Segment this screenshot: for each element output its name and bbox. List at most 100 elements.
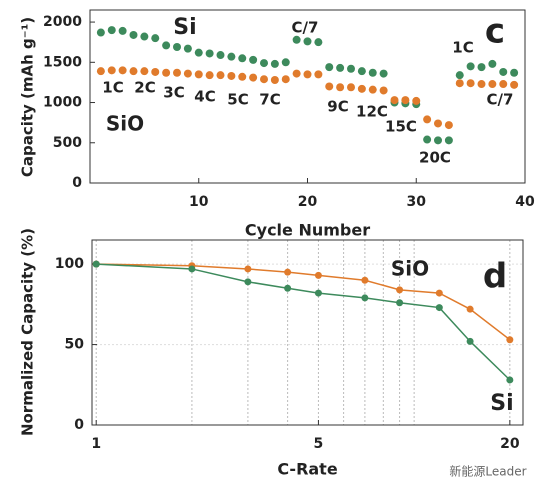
data-point [357, 67, 366, 76]
annotation: C/7 [292, 19, 319, 37]
y-tick-label: 50 [65, 337, 85, 353]
data-point [444, 136, 453, 145]
y-tick-label: 2000 [43, 14, 82, 30]
data-point [357, 84, 366, 93]
data-point [270, 59, 279, 68]
data-point [140, 67, 149, 76]
data-point [325, 82, 334, 91]
data-point [151, 34, 160, 43]
data-point [466, 337, 474, 345]
annotation: Si [490, 391, 513, 416]
y-axis-label: Capacity (mAh g⁻¹) [19, 17, 37, 177]
annotation: 12C [356, 103, 388, 121]
data-point [118, 66, 127, 75]
x-axis-label: Cycle Number [245, 221, 370, 240]
data-point [361, 276, 369, 284]
data-point [238, 72, 247, 81]
data-point [466, 305, 474, 313]
x-axis-label: C-Rate [277, 460, 338, 479]
data-point [162, 68, 171, 77]
annotation: 15C [385, 118, 417, 136]
data-point [129, 67, 138, 76]
data-point [314, 271, 322, 279]
data-point [396, 299, 404, 307]
data-point [303, 70, 312, 79]
data-point [488, 59, 497, 68]
data-point [325, 63, 334, 72]
data-point [162, 41, 171, 50]
x-tick-label: 5 [314, 436, 324, 452]
data-point [284, 268, 292, 276]
data-point [205, 49, 214, 58]
annotation: SiO [391, 257, 429, 281]
data-point [435, 304, 443, 312]
data-point [510, 68, 519, 77]
data-point [238, 54, 247, 63]
data-point [107, 66, 116, 75]
data-point [151, 67, 160, 76]
annotation: 1C [452, 39, 473, 57]
data-point [477, 80, 486, 89]
data-point [260, 59, 268, 68]
data-point [435, 289, 443, 297]
annotation: c [485, 12, 505, 52]
data-point [281, 75, 290, 84]
x-tick-label: 40 [515, 194, 535, 210]
data-point [499, 67, 508, 76]
y-tick-label: 100 [55, 256, 84, 272]
data-point [173, 68, 181, 77]
data-point [499, 80, 508, 89]
data-point [510, 80, 519, 89]
data-point [183, 69, 192, 78]
data-point [96, 28, 105, 37]
data-point [129, 30, 138, 39]
data-point [444, 121, 453, 130]
data-point [188, 265, 196, 273]
annotation: Si [173, 15, 196, 40]
series-line [96, 263, 511, 381]
data-point [423, 115, 432, 124]
data-point [423, 135, 432, 144]
annotation: C/7 [487, 91, 514, 109]
data-point [336, 83, 345, 92]
data-point [118, 26, 127, 35]
data-point [336, 63, 345, 72]
plot-frame [91, 239, 524, 426]
y-tick-label: 0 [74, 417, 84, 433]
data-point [227, 71, 236, 80]
data-point [488, 80, 497, 89]
data-point [412, 96, 421, 105]
x-tick-label: 10 [189, 194, 209, 210]
annotation: 1C [102, 79, 123, 97]
y-axis-label: Normalized Capacity (%) [19, 228, 37, 436]
data-point [216, 71, 225, 80]
data-point [434, 136, 442, 145]
data-point [314, 70, 323, 79]
y-tick-label: 1500 [43, 54, 82, 70]
watermark: 新能源Leader [449, 464, 526, 479]
x-tick-label: 1 [91, 436, 101, 452]
data-point [194, 70, 203, 79]
data-point [314, 289, 322, 297]
data-point [401, 96, 410, 105]
data-point [140, 32, 149, 41]
data-point [249, 55, 258, 64]
y-tick-label: 0 [72, 175, 82, 191]
data-point [368, 85, 377, 94]
annotation: 2C [134, 79, 155, 97]
data-point [434, 119, 442, 128]
annotation: SiO [106, 112, 144, 136]
data-point [506, 376, 514, 384]
data-point [270, 76, 279, 85]
data-point [477, 63, 486, 72]
annotation: 4C [194, 88, 215, 106]
annotation: 9C [327, 98, 348, 116]
data-point [368, 68, 377, 77]
data-point [281, 58, 290, 67]
data-point [506, 336, 514, 344]
data-point [347, 64, 355, 73]
annotation: 5C [227, 91, 248, 109]
x-tick-label: 30 [407, 194, 427, 210]
data-point [227, 52, 236, 61]
